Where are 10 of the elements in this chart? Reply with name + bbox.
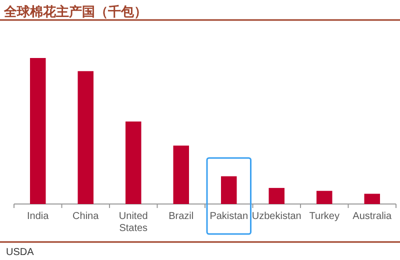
x-tick-label: Australia <box>352 211 392 222</box>
x-tick-label: China <box>72 211 100 222</box>
x-tick-label: Pakistan <box>210 211 248 222</box>
x-tick-label: India <box>27 211 50 222</box>
x-tick-label: Brazil <box>168 211 194 222</box>
text: USDA <box>6 247 34 258</box>
x-tick-label: Turkey <box>309 211 340 222</box>
chart-title: 全球棉花主产国（千包） <box>3 4 147 20</box>
x-tick-label: United States <box>118 211 148 234</box>
x-tick-label: Uzbekistan <box>252 211 302 222</box>
